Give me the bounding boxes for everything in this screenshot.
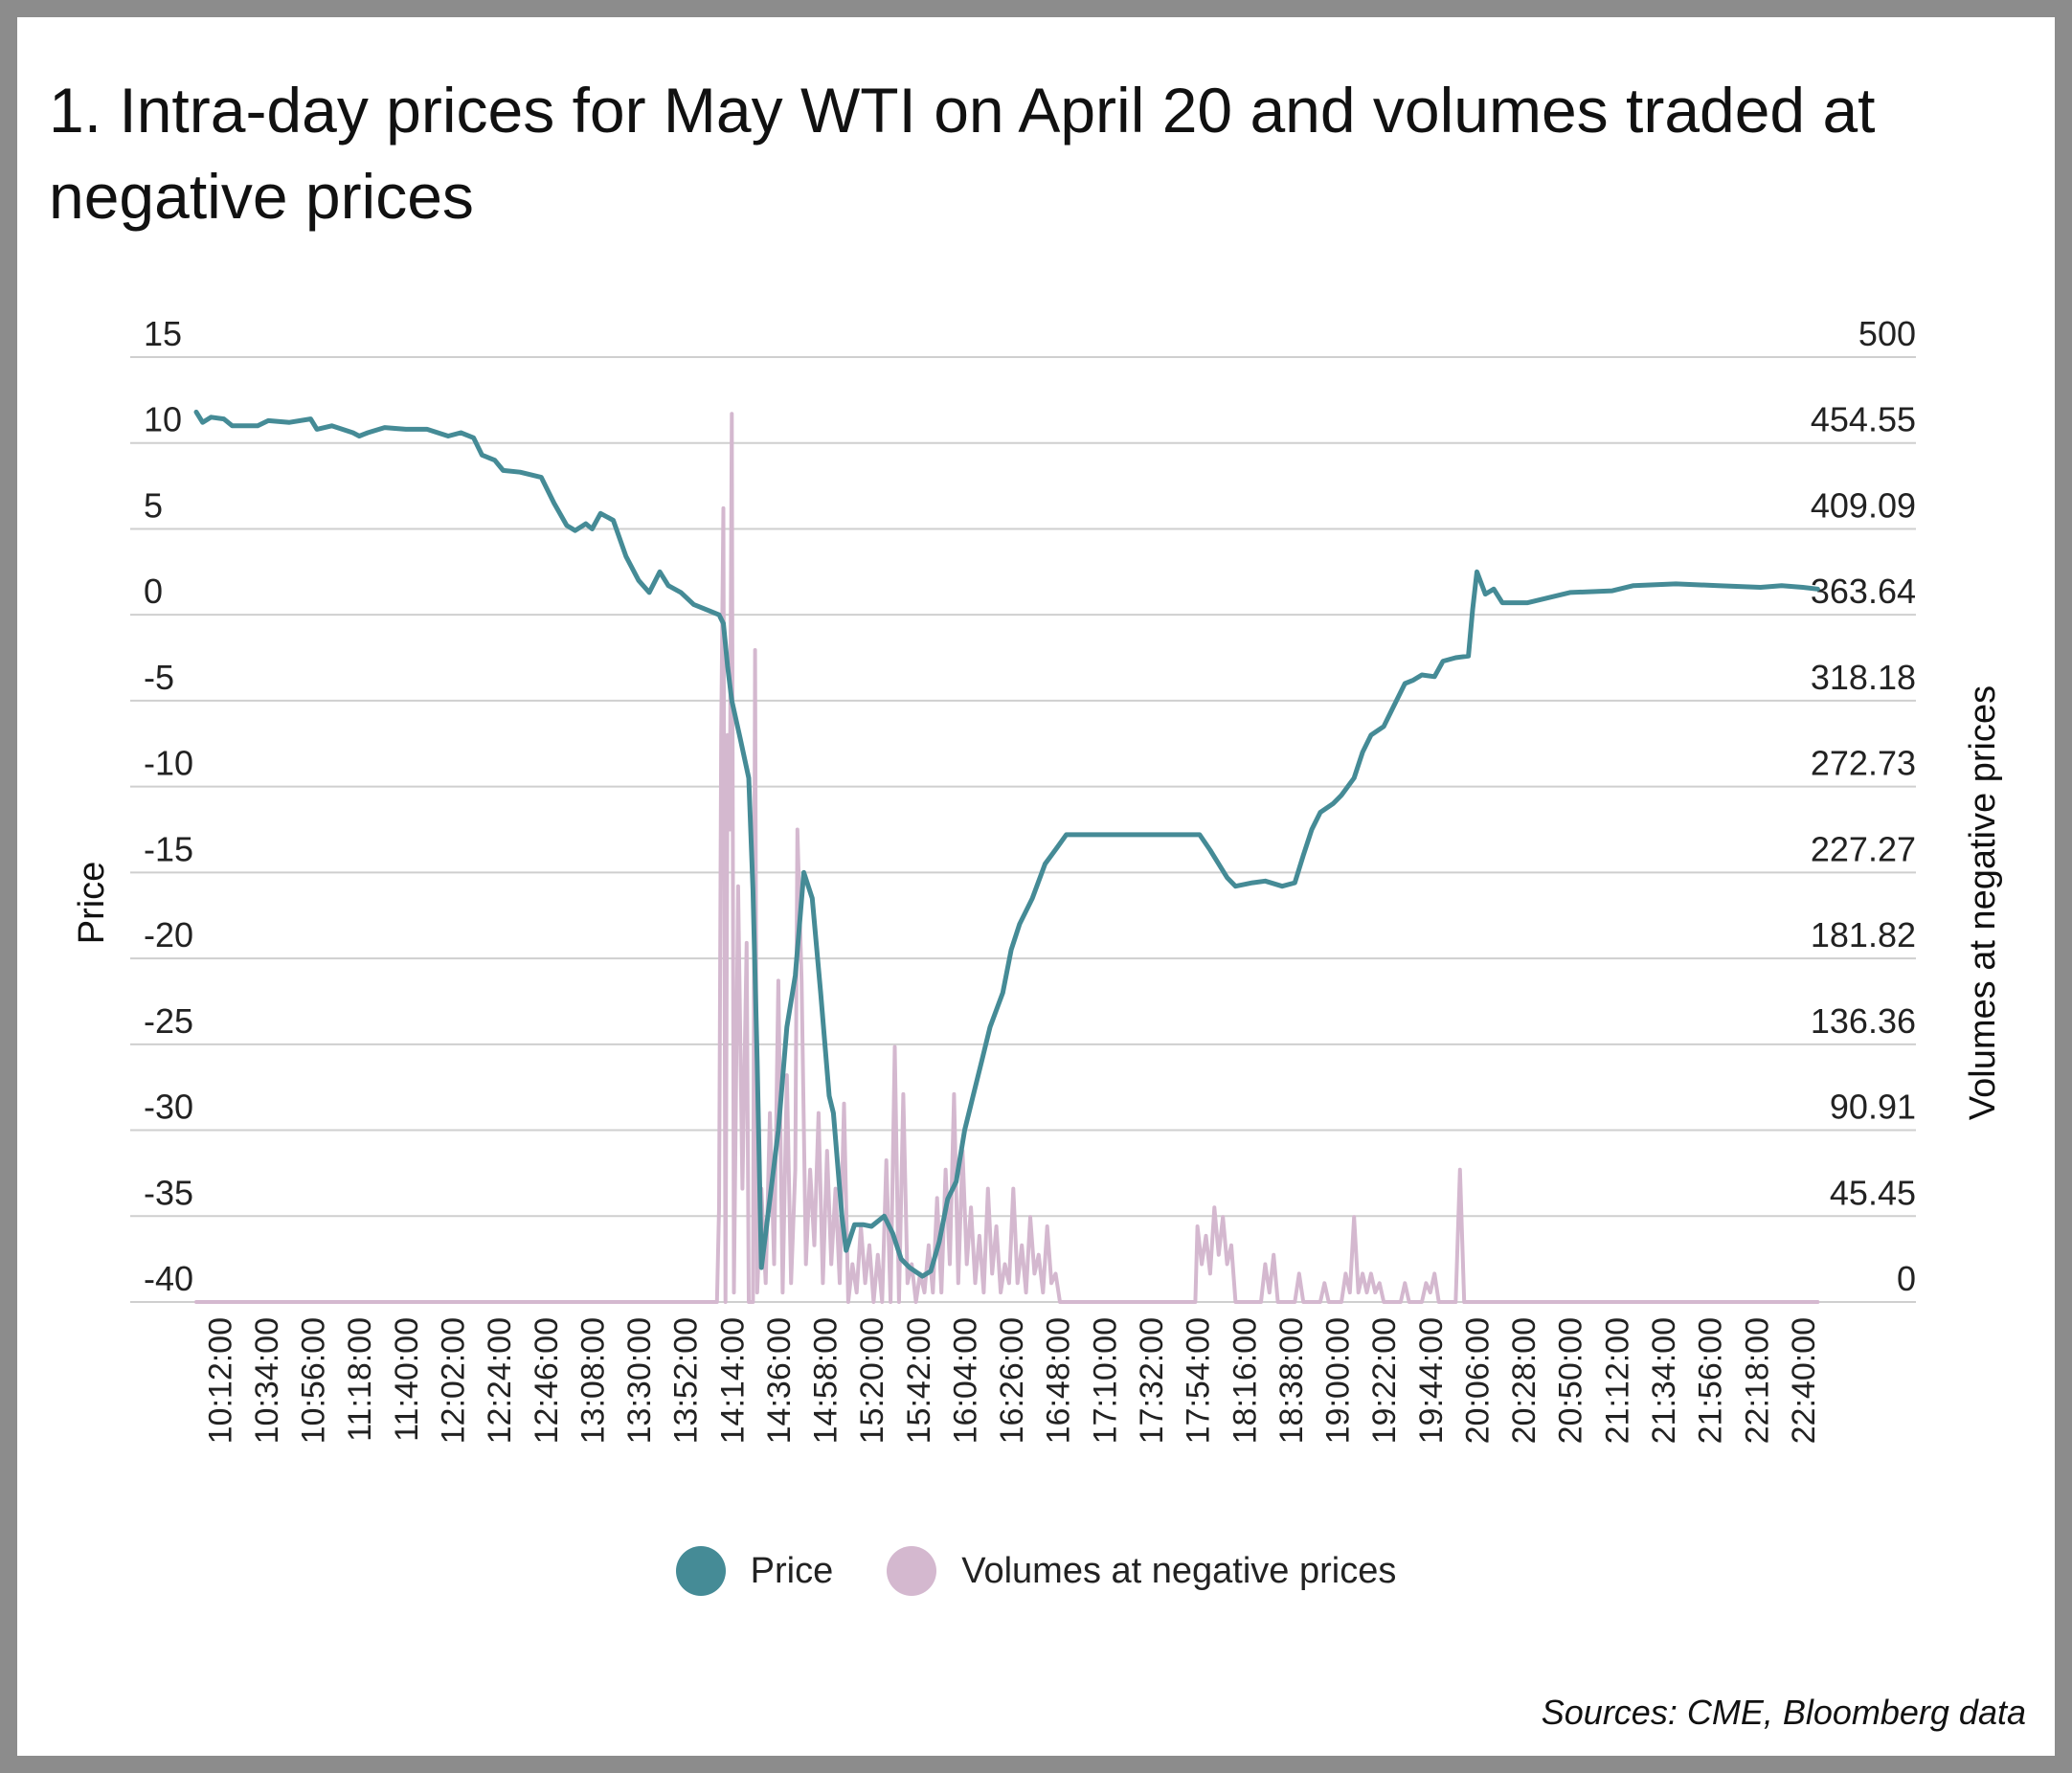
x-tick-label: 14:14:00 [714, 1317, 751, 1444]
right-tick-label: 363.64 [1811, 572, 1916, 611]
x-tick-label: 18:38:00 [1273, 1317, 1310, 1444]
x-tick-label: 15:42:00 [901, 1317, 937, 1444]
left-tick-label: 15 [144, 314, 182, 353]
left-tick-label: -20 [144, 915, 193, 954]
x-tick-label: 13:30:00 [621, 1317, 658, 1444]
x-tick-label: 20:50:00 [1553, 1317, 1589, 1444]
left-tick-label: -10 [144, 744, 193, 783]
left-tick-label: -5 [144, 658, 174, 697]
x-tick-label: 14:36:00 [761, 1317, 798, 1444]
legend-label-price: Price [750, 1550, 834, 1591]
x-tick-label: 16:26:00 [994, 1317, 1030, 1444]
left-axis-ticks: 15 10 5 0 -5 -10 -15 -20 -25 -30 -35 -40 [144, 314, 193, 1298]
x-tick-label: 19:44:00 [1413, 1317, 1450, 1444]
x-tick-label: 17:32:00 [1134, 1317, 1170, 1444]
legend-label-volumes: Volumes at negative prices [961, 1550, 1397, 1591]
series-line-volumes [194, 412, 1820, 1304]
x-tick-label: 12:46:00 [529, 1317, 565, 1444]
right-tick-label: 181.82 [1811, 915, 1916, 954]
chart-card: 1. Intra-day prices for May WTI on April… [17, 17, 2055, 1756]
x-tick-label: 16:04:00 [947, 1317, 983, 1444]
legend: Price Volumes at negative prices [17, 1546, 2055, 1596]
x-tick-label: 21:56:00 [1693, 1317, 1729, 1444]
series-layer [193, 409, 1820, 1304]
x-tick-label: 21:12:00 [1599, 1317, 1635, 1444]
left-tick-label: 10 [144, 400, 182, 439]
left-tick-label: -40 [144, 1259, 193, 1298]
right-tick-label: 318.18 [1811, 658, 1916, 697]
x-tick-label: 12:02:00 [435, 1317, 471, 1444]
right-tick-label: 227.27 [1811, 829, 1916, 868]
right-axis-ticks: 500 454.55 409.09 363.64 318.18 272.73 227.27 1… [1811, 314, 1916, 1298]
legend-marker-price [675, 1546, 726, 1596]
y-axis-label: Price [72, 862, 112, 945]
right-tick-label: 90.91 [1830, 1088, 1916, 1127]
x-tick-label: 17:54:00 [1181, 1317, 1217, 1444]
right-tick-label: 272.73 [1811, 744, 1916, 783]
left-tick-label: -30 [144, 1088, 193, 1127]
y2-axis-label: Volumes at negative prices [1963, 685, 2003, 1120]
x-tick-label: 11:18:00 [342, 1317, 378, 1442]
x-tick-label: 17:10:00 [1087, 1317, 1123, 1444]
gridlines [130, 356, 1916, 1303]
chart-title: 1. Intra-day prices for May WTI on April… [49, 75, 1876, 232]
series-line-price [193, 409, 1820, 1279]
left-tick-label: -25 [144, 1001, 193, 1041]
x-tick-label: 12:24:00 [482, 1317, 518, 1444]
x-tick-label: 13:52:00 [668, 1317, 705, 1444]
left-tick-label: -35 [144, 1173, 193, 1212]
x-tick-label: 18:16:00 [1227, 1317, 1263, 1444]
source-note: Sources: CME, Bloomberg data [1541, 1693, 2026, 1732]
left-tick-label: -15 [144, 829, 193, 868]
x-tick-label: 15:20:00 [854, 1317, 890, 1444]
x-tick-label: 11:40:00 [389, 1317, 425, 1442]
x-tick-label: 10:12:00 [202, 1317, 238, 1444]
x-tick-label: 14:58:00 [808, 1317, 845, 1444]
right-tick-label: 454.55 [1811, 400, 1916, 439]
x-tick-label: 19:22:00 [1366, 1317, 1403, 1444]
x-tick-label: 10:34:00 [249, 1317, 285, 1444]
chart-plot: 15 10 5 0 -5 -10 -15 -20 -25 -30 -35 -40 500 454.55 4… [72, 314, 2003, 1444]
legend-item-price[interactable]: Price [675, 1546, 834, 1596]
legend-marker-volumes [887, 1546, 937, 1596]
x-tick-label: 19:00:00 [1320, 1317, 1357, 1444]
x-tick-label: 21:34:00 [1646, 1317, 1682, 1444]
right-tick-label: 136.36 [1811, 1001, 1916, 1041]
legend-item-volumes[interactable]: Volumes at negative prices [887, 1546, 1396, 1596]
x-tick-label: 10:56:00 [296, 1317, 332, 1444]
right-tick-label: 500 [1858, 314, 1916, 353]
x-tick-label: 20:28:00 [1506, 1317, 1543, 1444]
right-tick-label: 409.09 [1811, 485, 1916, 525]
x-tick-label: 22:40:00 [1786, 1317, 1822, 1444]
x-axis-ticks: 10:12:00 10:34:00 10:56:00 11:18:00 11:40:00… [202, 1317, 1822, 1444]
x-tick-label: 13:08:00 [574, 1317, 611, 1444]
x-tick-label: 16:48:00 [1041, 1317, 1077, 1444]
x-tick-label: 20:06:00 [1459, 1317, 1496, 1444]
right-tick-label: 0 [1897, 1259, 1916, 1298]
x-tick-label: 22:18:00 [1739, 1317, 1775, 1444]
left-tick-label: 5 [144, 485, 163, 525]
left-tick-label: 0 [144, 572, 163, 611]
right-tick-label: 45.45 [1830, 1173, 1916, 1212]
